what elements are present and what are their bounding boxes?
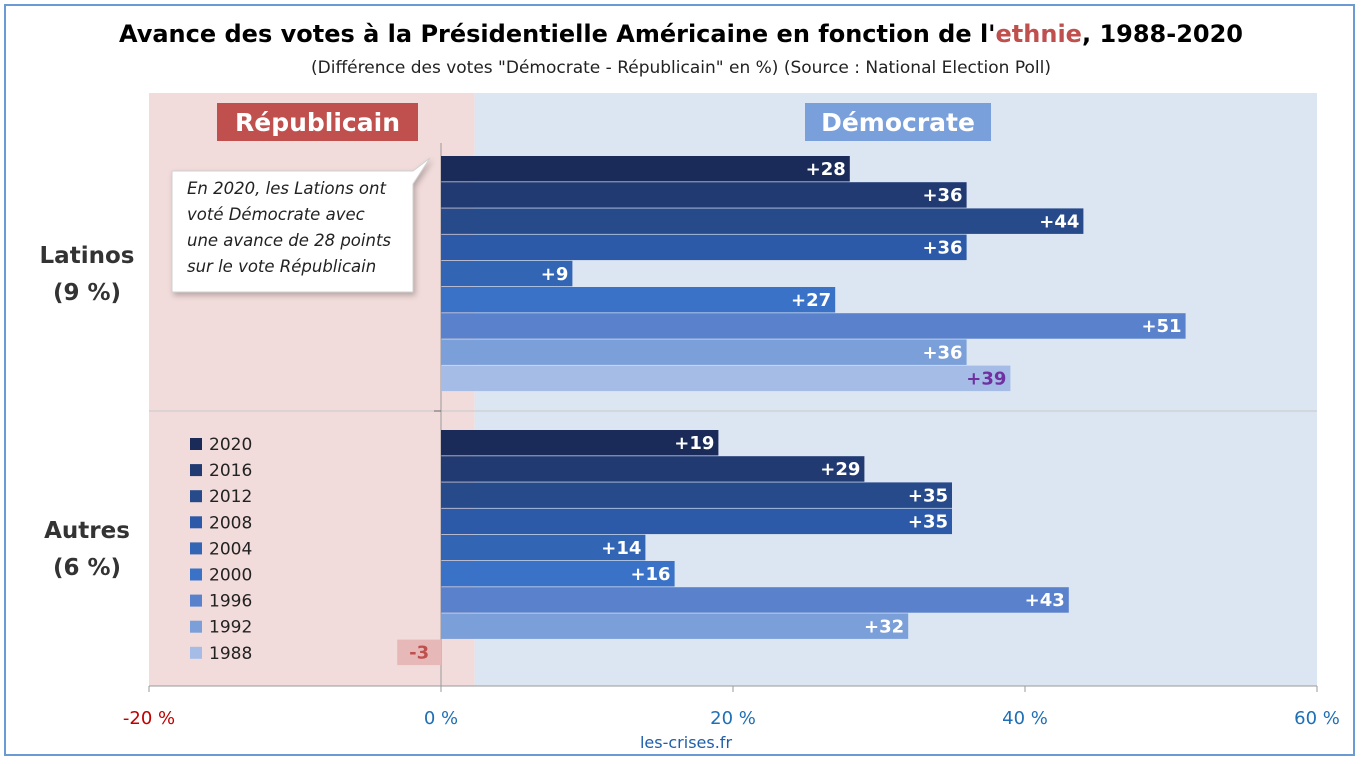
data-label-autres-1988: -3 [409, 643, 429, 664]
bar-autres-1992 [441, 613, 909, 639]
x-tick-label: -20 % [123, 708, 175, 729]
bar-autres-1988 [397, 639, 441, 666]
data-label-autres-2000: +16 [630, 564, 670, 585]
republican-label: Républicain [235, 108, 400, 137]
bar-latinos-1992 [441, 339, 967, 365]
data-label-autres-1992: +32 [864, 616, 904, 637]
data-label-autres-2012: +35 [908, 485, 948, 506]
data-label-latinos-1988: +39 [966, 369, 1006, 390]
legend-label-2016: 2016 [209, 461, 252, 481]
legend-label-2008: 2008 [209, 513, 252, 533]
democrat-label: Démocrate [821, 108, 975, 137]
data-label-autres-2020: +19 [674, 433, 714, 454]
legend-label-1996: 1996 [209, 592, 252, 612]
data-label-latinos-2008: +36 [922, 238, 962, 259]
legend-swatch-1992 [190, 620, 202, 633]
bar-latinos-2000 [441, 287, 836, 313]
data-label-autres-2008: +35 [908, 512, 948, 533]
democrat-label-box [805, 103, 991, 141]
group-label-autres: Autres [44, 518, 130, 544]
data-label-latinos-2012: +44 [1039, 211, 1079, 232]
legend-swatch-2000 [190, 568, 202, 581]
bar-latinos-2016 [441, 182, 967, 208]
annotation-line: voté Démocrate avec [187, 205, 365, 224]
x-tick-label: 20 % [710, 708, 756, 729]
bar-autres-2004 [441, 534, 646, 561]
bar-autres-2008 [441, 508, 952, 535]
x-tick-label: 40 % [1002, 708, 1048, 729]
legend-label-2020: 2020 [209, 435, 252, 455]
bar-latinos-2004 [441, 260, 573, 287]
legend-label-2004: 2004 [209, 539, 252, 559]
bar-latinos-2008 [441, 234, 967, 261]
annotation-line: En 2020, les Lations ont [187, 179, 386, 198]
data-label-latinos-2016: +36 [922, 185, 962, 206]
data-label-latinos-2004: +9 [541, 264, 569, 285]
republican-label-box [217, 103, 418, 141]
title-highlight: ethnie [996, 20, 1082, 48]
group-share-autres: (6 %) [53, 555, 121, 581]
bar-autres-2012 [441, 482, 952, 508]
bar-autres-2000 [441, 561, 675, 587]
bar-autres-2020 [441, 430, 719, 456]
legend-label-2012: 2012 [209, 487, 252, 507]
group-share-latinos: (9 %) [53, 280, 121, 306]
legend-swatch-2004 [190, 542, 202, 555]
legend-swatch-2012 [190, 490, 202, 503]
bar-autres-1996 [441, 587, 1069, 613]
legend-swatch-1988 [190, 646, 202, 659]
data-label-autres-2004: +14 [601, 538, 641, 559]
data-label-autres-1996: +43 [1025, 590, 1065, 611]
annotation-line: une avance de 28 points [187, 231, 391, 250]
source-credit: les-crises.fr [640, 733, 732, 752]
chart-subtitle: (Différence des votes "Démocrate - Répub… [311, 58, 1051, 78]
bar-latinos-2012 [441, 208, 1084, 234]
bar-autres-2016 [441, 456, 865, 482]
legend-label-1992: 1992 [209, 618, 252, 638]
annotation-line: sur le vote Républicain [187, 257, 376, 276]
legend-swatch-2008 [190, 516, 202, 529]
data-label-autres-2016: +29 [820, 459, 860, 480]
legend-swatch-1996 [190, 594, 202, 607]
legend-label-2000: 2000 [209, 566, 252, 586]
data-label-latinos-2020: +28 [806, 159, 846, 180]
data-label-latinos-2000: +27 [791, 290, 831, 311]
legend-swatch-2016 [190, 464, 202, 477]
x-tick-label: 0 % [424, 708, 458, 729]
group-label-latinos: Latinos [40, 243, 135, 269]
bar-latinos-1996 [441, 313, 1186, 339]
data-label-latinos-1992: +36 [922, 342, 962, 363]
chart-title: Avance des votes à la Présidentielle Amé… [119, 20, 1243, 48]
data-label-latinos-1996: +51 [1141, 316, 1181, 337]
legend-label-1988: 1988 [209, 644, 252, 664]
bar-latinos-1988 [441, 365, 1011, 392]
annotation-callout: En 2020, les Lations ont voté Démocrate a… [171, 157, 431, 293]
x-tick-label: 60 % [1294, 708, 1340, 729]
bar-latinos-2020 [441, 156, 850, 182]
legend-swatch-2020 [190, 438, 202, 450]
